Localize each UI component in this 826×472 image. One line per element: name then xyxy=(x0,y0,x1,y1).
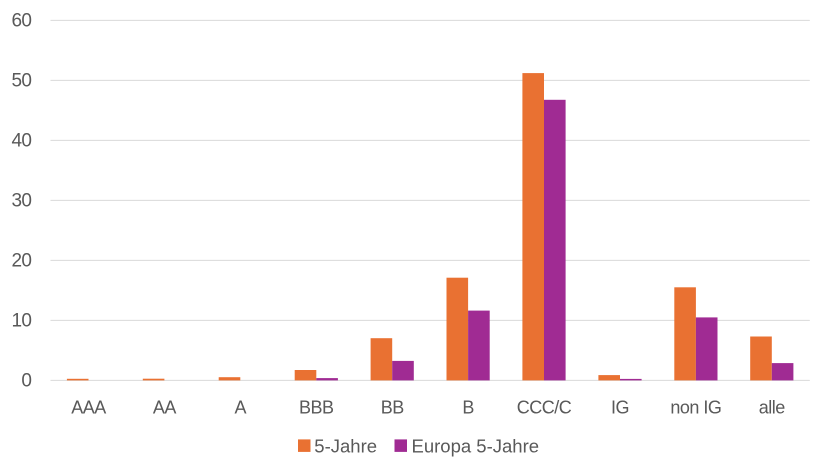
svg-text:BBB: BBB xyxy=(299,398,334,418)
svg-text:CCC/C: CCC/C xyxy=(517,398,572,418)
svg-text:A: A xyxy=(235,398,247,418)
svg-text:20: 20 xyxy=(11,251,31,272)
svg-text:non IG: non IG xyxy=(670,398,721,418)
svg-text:50: 50 xyxy=(11,71,31,92)
svg-text:AAA: AAA xyxy=(71,398,106,418)
svg-text:60: 60 xyxy=(11,11,31,32)
svg-text:30: 30 xyxy=(11,191,31,212)
svg-text:0: 0 xyxy=(21,371,31,392)
svg-text:B: B xyxy=(462,398,474,418)
svg-text:alle: alle xyxy=(759,398,786,418)
svg-text:IG: IG xyxy=(611,398,629,418)
svg-text:Europa 5-Jahre: Europa 5-Jahre xyxy=(412,436,540,457)
svg-text:5-Jahre: 5-Jahre xyxy=(314,436,377,457)
svg-text:AA: AA xyxy=(153,398,177,418)
svg-text:40: 40 xyxy=(11,131,31,152)
svg-text:BB: BB xyxy=(381,398,405,418)
svg-text:10: 10 xyxy=(11,311,31,332)
